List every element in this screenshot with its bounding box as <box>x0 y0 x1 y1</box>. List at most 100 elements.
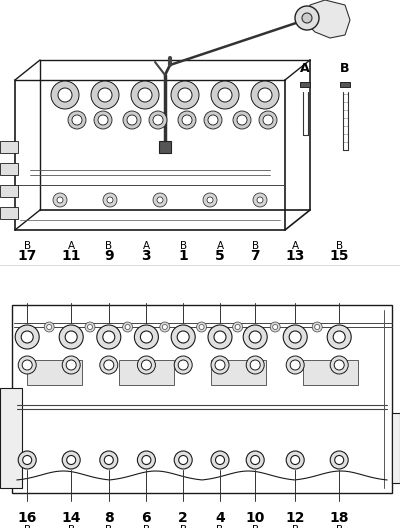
Circle shape <box>251 81 279 109</box>
Text: 6: 6 <box>142 511 151 525</box>
Circle shape <box>107 197 113 203</box>
Text: 11: 11 <box>62 249 81 263</box>
Circle shape <box>182 115 192 125</box>
Circle shape <box>103 193 117 207</box>
Circle shape <box>18 451 36 469</box>
Circle shape <box>104 360 114 370</box>
Circle shape <box>253 193 267 207</box>
Circle shape <box>62 356 80 374</box>
Circle shape <box>134 325 158 349</box>
Text: A: A <box>143 241 150 251</box>
Bar <box>211 360 266 385</box>
Circle shape <box>171 325 195 349</box>
Text: B: B <box>105 525 112 528</box>
Circle shape <box>103 331 115 343</box>
Circle shape <box>47 325 52 329</box>
Bar <box>0 185 18 197</box>
Circle shape <box>208 325 232 349</box>
Bar <box>392 413 400 483</box>
Text: 10: 10 <box>246 511 265 525</box>
Text: B: B <box>216 525 224 528</box>
Circle shape <box>179 456 188 465</box>
Circle shape <box>333 331 345 343</box>
Bar <box>0 388 22 488</box>
Text: 8: 8 <box>104 511 114 525</box>
Circle shape <box>88 325 92 329</box>
Circle shape <box>216 456 224 465</box>
Circle shape <box>85 322 95 332</box>
Circle shape <box>203 193 217 207</box>
Circle shape <box>44 322 54 332</box>
Circle shape <box>291 456 300 465</box>
Text: 4: 4 <box>215 511 225 525</box>
Text: B: B <box>68 525 75 528</box>
Circle shape <box>251 456 260 465</box>
Circle shape <box>123 111 141 129</box>
Circle shape <box>149 111 167 129</box>
Circle shape <box>302 13 312 23</box>
Text: 3: 3 <box>142 249 151 263</box>
Circle shape <box>330 356 348 374</box>
Circle shape <box>66 360 76 370</box>
Circle shape <box>65 331 77 343</box>
Bar <box>300 82 310 87</box>
Circle shape <box>153 115 163 125</box>
Text: B: B <box>252 525 259 528</box>
Circle shape <box>104 456 113 465</box>
Text: 9: 9 <box>104 249 114 263</box>
Text: 5: 5 <box>215 249 225 263</box>
Circle shape <box>246 451 264 469</box>
Circle shape <box>211 81 239 109</box>
Text: B: B <box>340 62 350 75</box>
Circle shape <box>246 356 264 374</box>
Circle shape <box>335 456 344 465</box>
Circle shape <box>138 451 155 469</box>
Circle shape <box>72 115 82 125</box>
Circle shape <box>67 456 76 465</box>
Text: 17: 17 <box>18 249 37 263</box>
Text: B: B <box>24 525 31 528</box>
Text: 14: 14 <box>62 511 81 525</box>
Circle shape <box>211 356 229 374</box>
Circle shape <box>249 331 261 343</box>
Circle shape <box>295 6 319 30</box>
Circle shape <box>290 360 300 370</box>
Text: A: A <box>292 241 299 251</box>
Circle shape <box>207 197 213 203</box>
Circle shape <box>123 322 133 332</box>
Circle shape <box>125 325 130 329</box>
Circle shape <box>258 88 272 102</box>
Circle shape <box>138 88 152 102</box>
Circle shape <box>197 322 207 332</box>
Circle shape <box>259 111 277 129</box>
Circle shape <box>140 331 152 343</box>
Circle shape <box>286 356 304 374</box>
Circle shape <box>218 88 232 102</box>
Circle shape <box>178 88 192 102</box>
Circle shape <box>199 325 204 329</box>
Circle shape <box>171 81 199 109</box>
Bar <box>0 141 18 153</box>
Circle shape <box>21 331 33 343</box>
Circle shape <box>142 360 151 370</box>
Circle shape <box>270 322 280 332</box>
Text: 7: 7 <box>250 249 260 263</box>
Text: 16: 16 <box>18 511 37 525</box>
Circle shape <box>214 331 226 343</box>
Circle shape <box>98 88 112 102</box>
Text: 2: 2 <box>178 511 188 525</box>
Circle shape <box>250 360 260 370</box>
Circle shape <box>208 115 218 125</box>
Circle shape <box>131 81 159 109</box>
Text: A: A <box>300 62 310 75</box>
Circle shape <box>162 325 167 329</box>
Circle shape <box>263 115 273 125</box>
Circle shape <box>178 111 196 129</box>
Text: B: B <box>143 525 150 528</box>
Circle shape <box>235 325 240 329</box>
Bar <box>12 305 392 493</box>
Circle shape <box>15 325 39 349</box>
Circle shape <box>68 111 86 129</box>
Circle shape <box>160 322 170 332</box>
Text: 1: 1 <box>178 249 188 263</box>
